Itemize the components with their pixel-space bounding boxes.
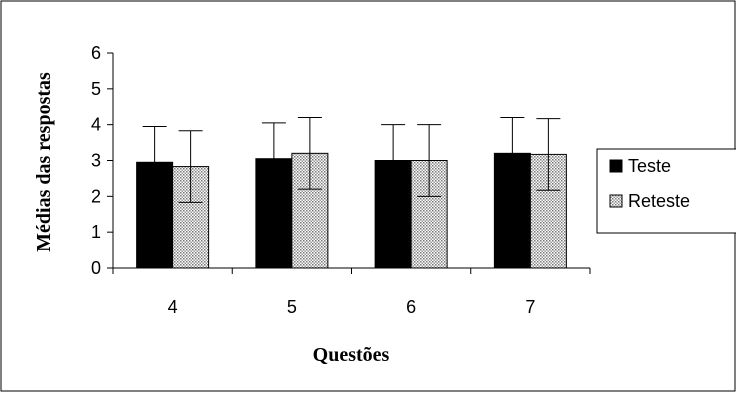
x-tick-label: 5 — [287, 297, 297, 317]
x-axis-title: Questões — [313, 344, 390, 366]
bar-reteste-q6 — [410, 160, 448, 269]
legend-label-teste: Teste — [628, 156, 671, 176]
bar-teste-q6 — [374, 160, 412, 269]
legend-swatch-reteste — [609, 194, 623, 208]
legend-swatch-teste — [609, 159, 623, 173]
x-tick-label: 7 — [525, 297, 535, 317]
legend-label-reteste: Reteste — [628, 191, 690, 211]
x-tick-label: 4 — [168, 297, 178, 317]
bar-teste-q7 — [493, 152, 531, 269]
y-tick-label: 5 — [91, 79, 101, 99]
y-axis-title: Médias das respostas — [33, 72, 55, 252]
y-tick-label: 4 — [91, 115, 101, 135]
y-tick-label: 6 — [91, 43, 101, 63]
y-tick-label: 1 — [91, 222, 101, 242]
bar-teste-q5 — [255, 158, 293, 269]
legend: Teste Reteste — [596, 148, 736, 234]
x-tick-label: 6 — [406, 297, 416, 317]
y-tick-label: 2 — [91, 186, 101, 206]
y-tick-label: 3 — [91, 151, 101, 171]
bar-teste-q4 — [136, 161, 174, 269]
y-tick-label: 0 — [91, 258, 101, 278]
